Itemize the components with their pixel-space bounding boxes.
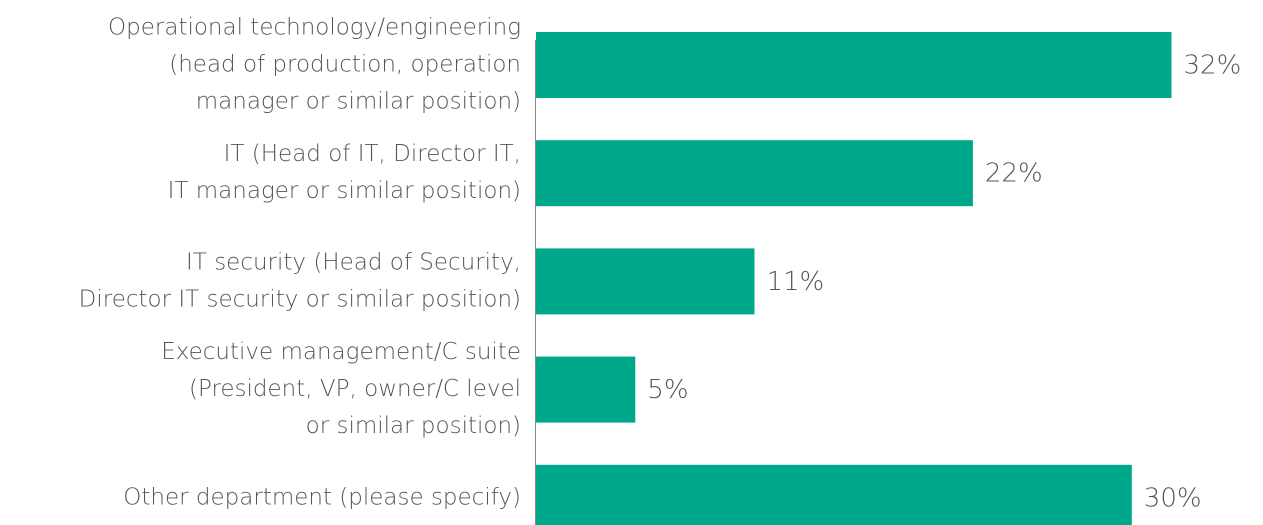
bar [536, 248, 755, 315]
value-label: 30% [1144, 483, 1202, 513]
category-label: IT security (Head of Security, [186, 249, 521, 275]
category-label: (head of production, operation [169, 52, 521, 78]
category-label: Other department (please specify) [123, 484, 521, 510]
value-label: 5% [647, 375, 688, 405]
value-label: 11% [766, 267, 824, 297]
value-label: 32% [1184, 51, 1242, 81]
category-label: manager or similar position) [196, 89, 521, 115]
category-label: IT manager or similar position) [168, 178, 521, 204]
category-label: (President, VP, owner/C level [189, 376, 521, 402]
category-label: Executive management/C suite [161, 339, 521, 365]
bar [536, 356, 636, 423]
bar [536, 464, 1132, 525]
category-label: or similar position) [306, 413, 521, 439]
category-label: Director IT security or similar position… [79, 286, 521, 312]
bar [536, 32, 1172, 98]
bar [536, 140, 973, 207]
value-label: 22% [985, 159, 1043, 189]
category-label: Operational technology/engineering [108, 15, 521, 41]
category-label: IT (Head of IT, Director IT, [224, 141, 521, 167]
